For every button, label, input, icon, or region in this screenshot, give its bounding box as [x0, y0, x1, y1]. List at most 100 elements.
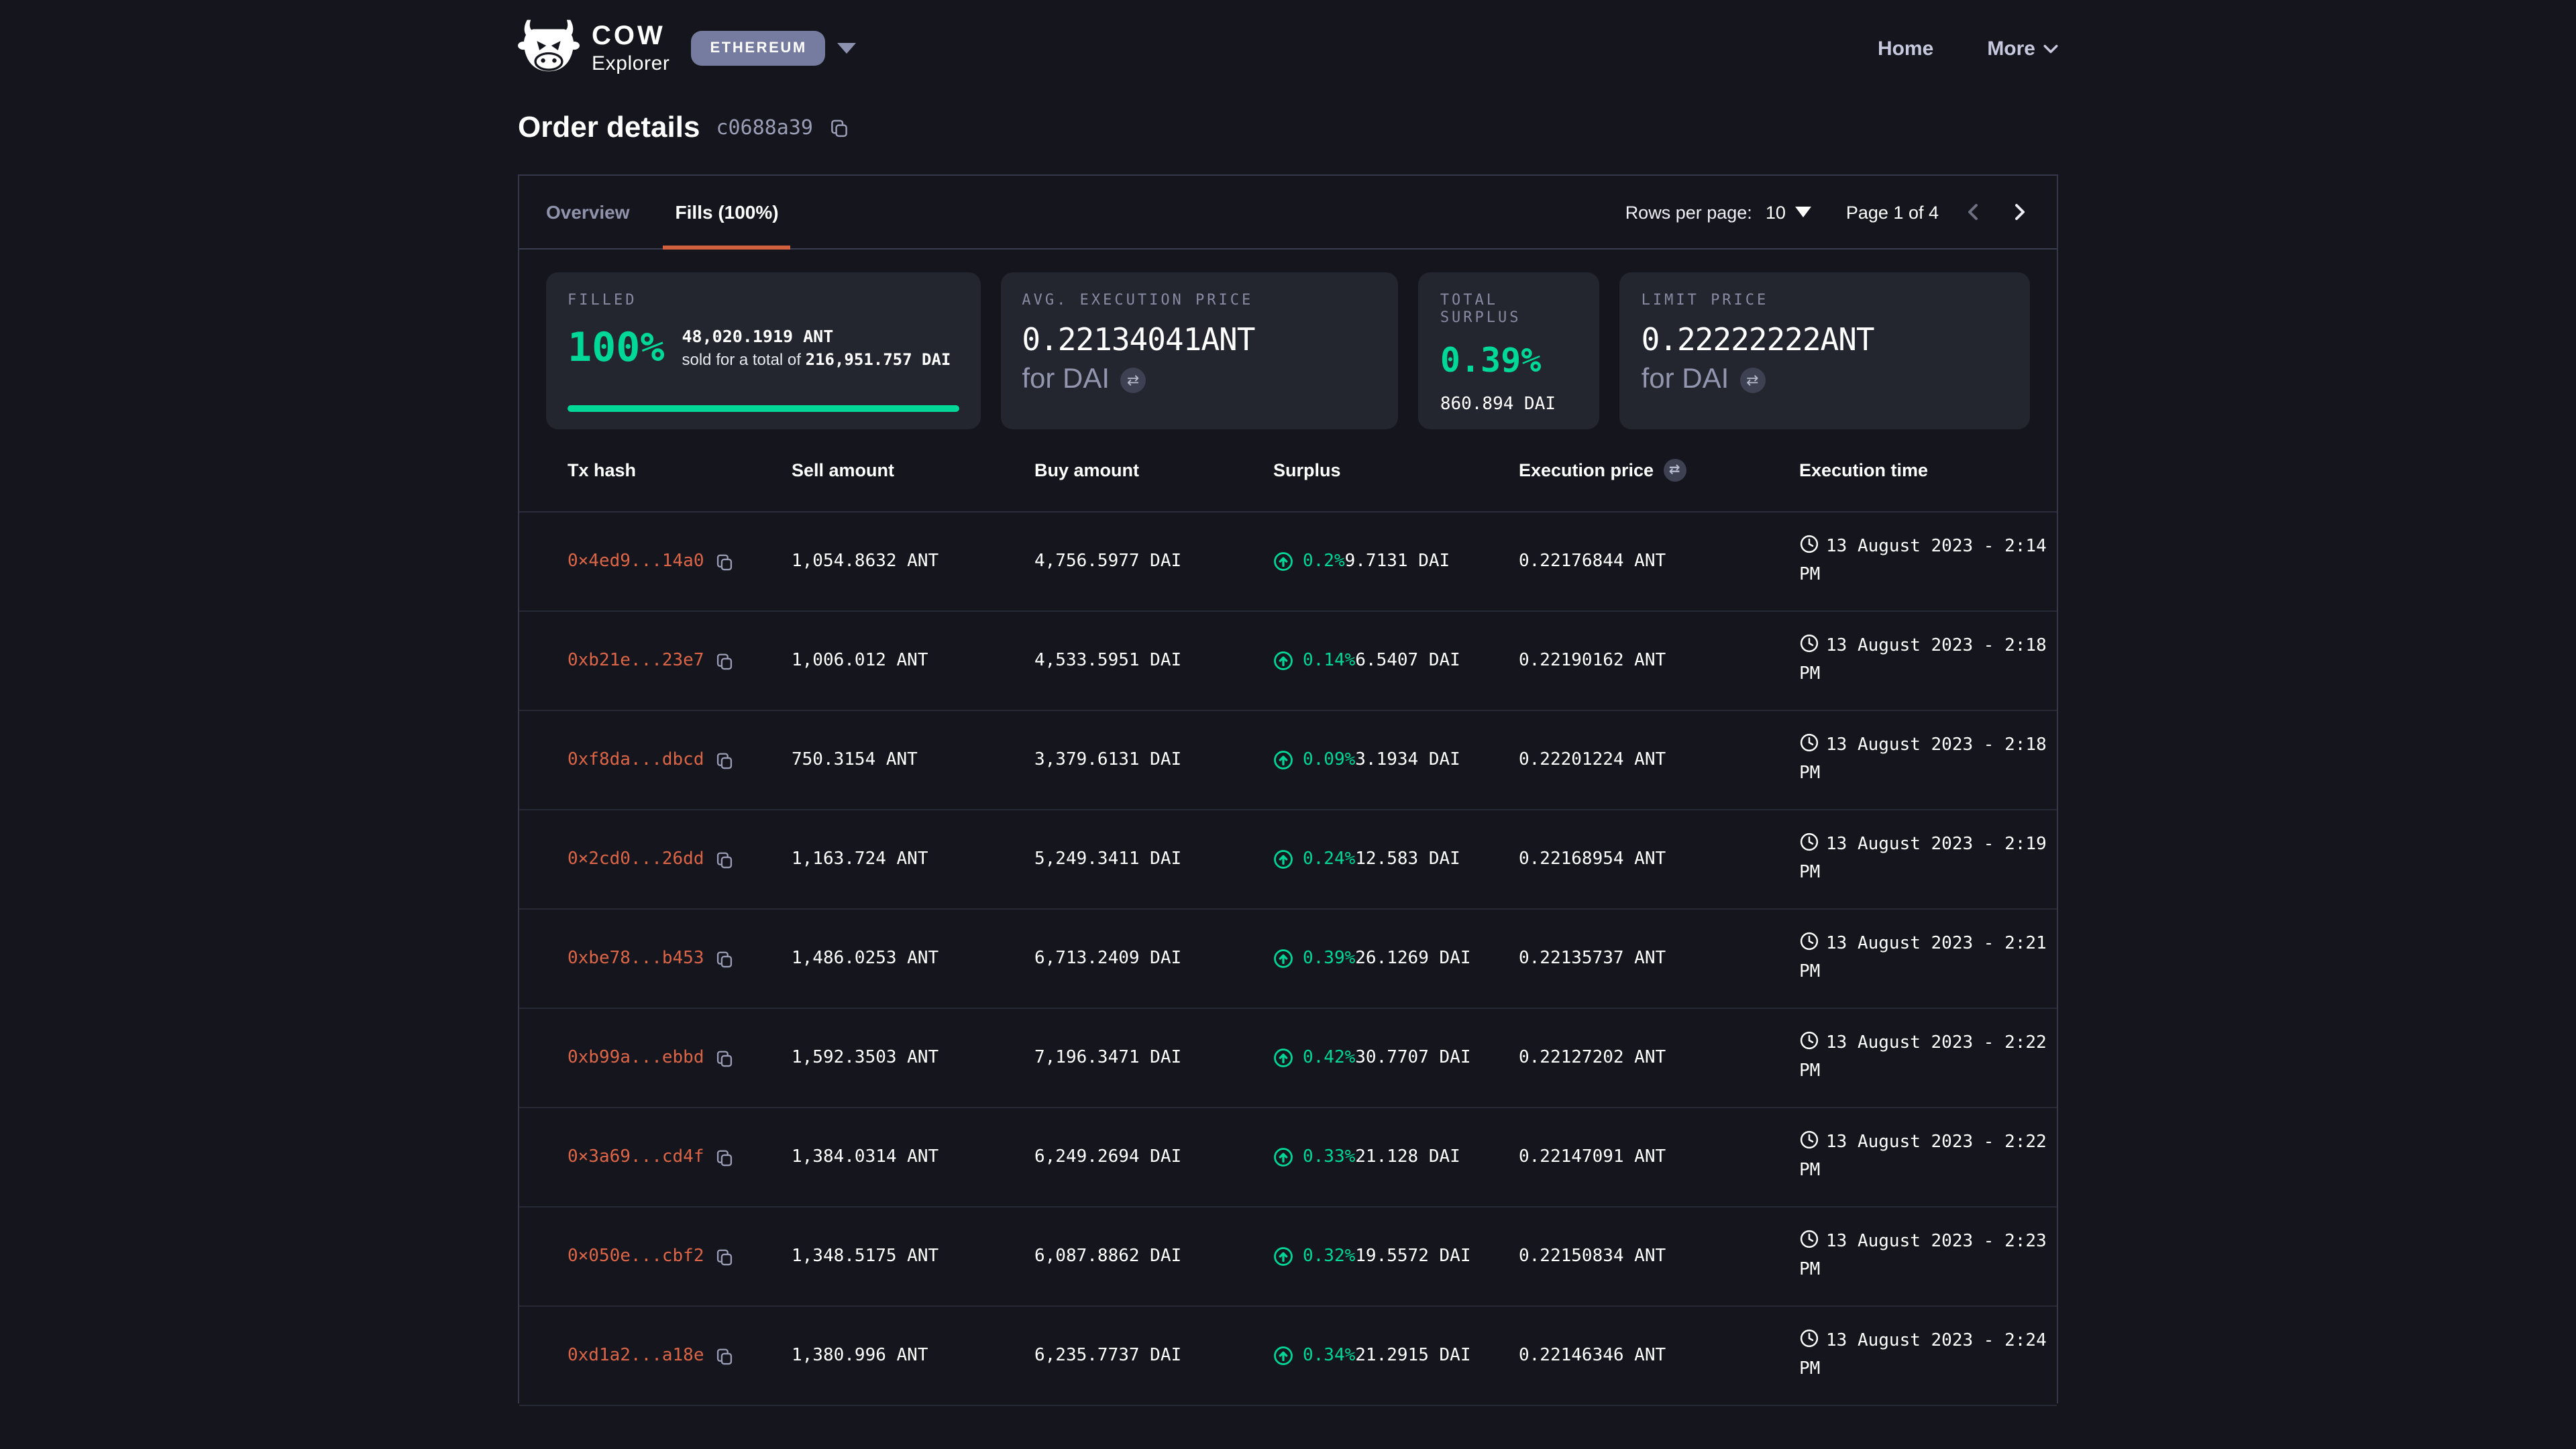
nav-home[interactable]: Home	[1877, 37, 1934, 60]
buy-amount: 6,713.2409 DAI	[1034, 949, 1182, 969]
surplus-up-icon	[1274, 949, 1293, 968]
tx-hash-link[interactable]: 0xbe78...b453	[568, 949, 704, 969]
execution-time: 13 August 2023 - 2:18 PM	[1799, 634, 2057, 688]
table-row: 0xd1a2...a18e 1,380.996 ANT 6,235.7737 D…	[519, 1307, 2057, 1406]
buy-amount: 6,249.2694 DAI	[1034, 1147, 1182, 1167]
surplus-cell: 0.34% 21.2915 DAI	[1273, 1346, 1519, 1366]
sell-amount: 1,486.0253 ANT	[792, 949, 939, 969]
tx-hash-link[interactable]: 0×3a69...cd4f	[568, 1147, 704, 1167]
invert-price-column-icon[interactable]: ⇄	[1663, 459, 1686, 482]
copy-tx-hash-button[interactable]	[715, 949, 734, 968]
surplus-cell: 0.42% 30.7707 DAI	[1273, 1048, 1519, 1068]
copy-tx-hash-button[interactable]	[715, 552, 734, 571]
table-row: 0xb21e...23e7 1,006.012 ANT 4,533.5951 D…	[519, 612, 2057, 711]
execution-price: 0.22147091 ANT	[1519, 1147, 1666, 1167]
copy-tx-hash-button[interactable]	[715, 1148, 734, 1167]
filled-sold-total: sold for a total of 216,951.757 DAI	[682, 350, 951, 370]
buy-amount: 4,533.5951 DAI	[1034, 651, 1182, 671]
avg-execution-price-label: AVG. EXECUTION PRICE	[1022, 291, 1254, 309]
tx-hash-link[interactable]: 0×2cd0...26dd	[568, 849, 704, 869]
rows-per-page-caret-icon	[1794, 207, 1811, 217]
rows-per-page-select[interactable]: 10	[1766, 202, 1811, 222]
rows-per-page-value: 10	[1765, 202, 1786, 222]
surplus-up-icon	[1274, 1346, 1293, 1365]
chevron-down-icon	[2043, 44, 2058, 53]
clock-icon	[1800, 1131, 1819, 1149]
main-nav: Home More	[1824, 37, 2058, 60]
surplus-cell: 0.09% 3.1934 DAI	[1273, 750, 1519, 770]
surplus-percent: 0.42%	[1303, 1048, 1356, 1068]
surplus-amount: 3.1934 DAI	[1355, 750, 1460, 770]
tx-hash-link[interactable]: 0xb21e...23e7	[568, 651, 704, 671]
filled-percent: 100%	[568, 325, 665, 372]
avg-execution-price-unit: for DAI	[1022, 364, 1110, 394]
sell-amount: 1,384.0314 ANT	[792, 1147, 939, 1167]
column-surplus: Surplus	[1273, 460, 1341, 480]
table-row: 0×2cd0...26dd 1,163.724 ANT 5,249.3411 D…	[519, 810, 2057, 910]
surplus-amount: 26.1269 DAI	[1355, 949, 1471, 969]
tx-hash-link[interactable]: 0xd1a2...a18e	[568, 1346, 704, 1366]
network-selector[interactable]: ETHEREUM	[691, 31, 857, 66]
execution-time: 13 August 2023 - 2:24 PM	[1799, 1329, 2057, 1383]
surplus-up-icon	[1274, 850, 1293, 869]
buy-amount: 5,249.3411 DAI	[1034, 849, 1182, 869]
tx-hash-link[interactable]: 0xb99a...ebbd	[568, 1048, 704, 1068]
rows-per-page-label: Rows per page:	[1625, 202, 1752, 222]
copy-icon	[716, 951, 732, 967]
surplus-cell: 0.2% 9.7131 DAI	[1273, 551, 1519, 572]
surplus-up-icon	[1274, 1247, 1293, 1266]
tab-overview[interactable]: Overview	[546, 201, 630, 223]
table-row: 0×050e...cbf2 1,348.5175 ANT 6,087.8862 …	[519, 1208, 2057, 1307]
sell-amount: 1,006.012 ANT	[792, 651, 928, 671]
copy-icon	[716, 553, 732, 570]
next-page-button[interactable]	[2008, 201, 2030, 223]
surplus-amount: 9.7131 DAI	[1344, 551, 1450, 572]
table-header-row: Tx hash Sell amount Buy amount Surplus E…	[519, 429, 2057, 513]
surplus-amount: 21.128 DAI	[1355, 1147, 1460, 1167]
copy-tx-hash-button[interactable]	[715, 651, 734, 670]
buy-amount: 3,379.6131 DAI	[1034, 750, 1182, 770]
invert-price-icon[interactable]: ⇄	[1739, 367, 1766, 392]
nav-more[interactable]: More	[1987, 37, 2058, 60]
tx-hash-link[interactable]: 0×4ed9...14a0	[568, 551, 704, 572]
surplus-amount: 6.5407 DAI	[1355, 651, 1460, 671]
execution-time: 13 August 2023 - 2:14 PM	[1799, 535, 2057, 589]
column-buy-amount: Buy amount	[1034, 460, 1140, 480]
execution-time: 13 August 2023 - 2:21 PM	[1799, 932, 2057, 986]
limit-price-card: LIMIT PRICE 0.22222222ANT for DAI ⇄	[1619, 272, 2030, 429]
surplus-percent: 0.33%	[1303, 1147, 1356, 1167]
execution-price: 0.22168954 ANT	[1519, 849, 1666, 869]
surplus-percent: 0.34%	[1303, 1346, 1356, 1366]
sell-amount: 1,163.724 ANT	[792, 849, 928, 869]
clock-icon	[1800, 1230, 1819, 1248]
network-badge[interactable]: ETHEREUM	[691, 31, 826, 66]
copy-tx-hash-button[interactable]	[715, 1049, 734, 1067]
surplus-percent: 0.32%	[1303, 1246, 1356, 1267]
copy-tx-hash-button[interactable]	[715, 1247, 734, 1266]
tab-fills[interactable]: Fills (100%)	[663, 176, 791, 250]
limit-price-label: LIMIT PRICE	[1641, 291, 1769, 309]
tx-hash-link[interactable]: 0×050e...cbf2	[568, 1246, 704, 1267]
logo[interactable]: COW Explorer	[518, 18, 670, 78]
surplus-cell: 0.24% 12.583 DAI	[1273, 849, 1519, 869]
execution-time: 13 August 2023 - 2:19 PM	[1799, 833, 2057, 887]
copy-tx-hash-button[interactable]	[715, 850, 734, 869]
invert-price-icon[interactable]: ⇄	[1120, 367, 1146, 392]
sell-amount: 1,054.8632 ANT	[792, 551, 939, 572]
tx-hash-link[interactable]: 0xf8da...dbcd	[568, 750, 704, 770]
filled-amount: 48,020.1919 ANT	[682, 326, 834, 346]
copy-tx-hash-button[interactable]	[715, 1346, 734, 1365]
copy-tx-hash-button[interactable]	[715, 751, 734, 769]
surplus-up-icon	[1274, 1049, 1293, 1067]
table-row: 0xb99a...ebbd 1,592.3503 ANT 7,196.3471 …	[519, 1009, 2057, 1108]
previous-page-button[interactable]	[1963, 201, 1984, 223]
fills-table-body: 0×4ed9...14a0 1,054.8632 ANT 4,756.5977 …	[519, 513, 2057, 1406]
copy-order-id-button[interactable]	[829, 117, 849, 138]
execution-price: 0.22201224 ANT	[1519, 750, 1666, 770]
column-execution-time: Execution time	[1799, 460, 1929, 480]
network-caret-down-icon	[837, 43, 857, 54]
surplus-up-icon	[1274, 552, 1293, 571]
surplus-up-icon	[1274, 751, 1293, 769]
filled-progress-bar	[568, 405, 959, 412]
cow-logo-icon	[518, 18, 580, 78]
